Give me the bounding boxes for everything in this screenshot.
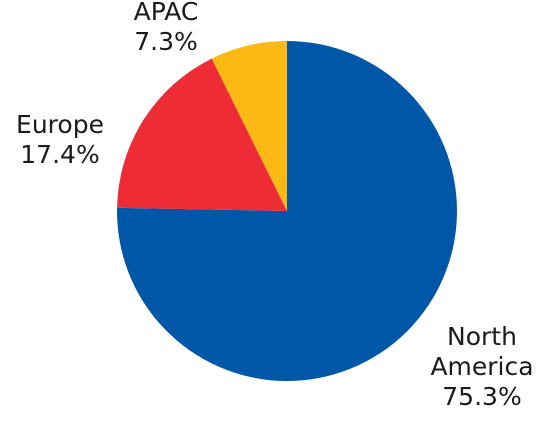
pie-category-label: America — [430, 352, 533, 381]
pie-slice-north-america — [116, 41, 457, 381]
pie-value-label: 75.3% — [442, 382, 521, 411]
pie-labels: North America 75.3% Europe 17.4% APAC 7.3% — [16, 0, 534, 411]
pie-category-label: APAC — [134, 0, 199, 26]
pie-label-europe: Europe 17.4% — [16, 110, 104, 169]
pie-value-label: 17.4% — [20, 140, 99, 169]
pie-slice-apac — [211, 41, 287, 211]
pie-label-north-america: North America 75.3% — [430, 322, 533, 411]
pie-slice-europe — [117, 58, 287, 211]
pie-value-label: 7.3% — [134, 27, 198, 56]
pie-label-apac: APAC 7.3% — [134, 0, 199, 56]
pie-slices — [116, 41, 457, 381]
pie-category-label: North — [447, 322, 517, 351]
pie-category-label: Europe — [16, 110, 104, 139]
